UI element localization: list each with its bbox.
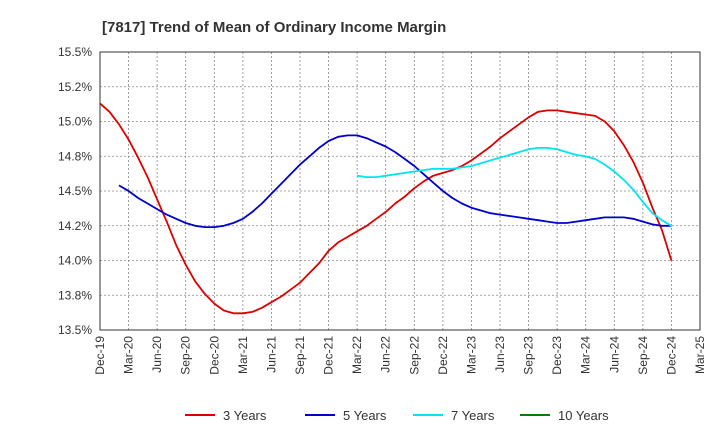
- legend-label: 10 Years: [558, 408, 609, 423]
- y-tick-label: 13.8%: [58, 288, 92, 302]
- x-tick-label: Mar-22: [350, 336, 364, 374]
- x-tick-label: Jun-23: [493, 336, 507, 373]
- x-tick-label: Sep-24: [636, 336, 650, 375]
- x-tick-label: Mar-24: [579, 336, 593, 374]
- series-lines: [99, 102, 673, 315]
- y-axis: 13.5% 13.8% 14.0% 14.2% 14.5% 14.8% 15.0% 15.2%…: [58, 45, 92, 337]
- y-tick-label: 15.5%: [58, 45, 92, 59]
- x-tick-label: Mar-25: [693, 336, 707, 374]
- y-tick-label: 14.8%: [58, 149, 92, 163]
- x-tick-label: Mar-20: [122, 336, 136, 374]
- x-tick-label: Mar-21: [236, 336, 250, 374]
- chart-title: [7817] Trend of Mean of Ordinary Income …: [102, 19, 446, 36]
- x-tick-label: Dec-21: [322, 336, 336, 375]
- x-tick-label: Jun-20: [150, 336, 164, 373]
- y-tick-label: 14.0%: [58, 254, 92, 268]
- x-tick-label: Sep-21: [293, 336, 307, 375]
- x-tick-label: Jun-24: [607, 336, 621, 373]
- x-tick-label: Mar-23: [464, 336, 478, 374]
- series-line-7-years: [356, 147, 672, 227]
- x-tick-label: Sep-23: [522, 336, 536, 375]
- y-tick-label: 15.2%: [58, 80, 92, 94]
- series-line-3-years: [99, 102, 673, 315]
- x-tick-label: Jun-22: [379, 336, 393, 373]
- x-tick-label: Dec-22: [436, 336, 450, 375]
- x-tick-label: Dec-19: [93, 336, 107, 375]
- x-axis: Dec-19 Mar-20 Jun-20 Sep-20 Dec-20 Mar-21 Jun-…: [93, 336, 707, 375]
- y-tick-label: 13.5%: [58, 323, 92, 337]
- legend-label: 5 Years: [343, 408, 387, 423]
- x-tick-label: Sep-20: [179, 336, 193, 375]
- grid: [100, 52, 700, 330]
- legend-label: 7 Years: [451, 408, 495, 423]
- y-tick-label: 14.2%: [58, 219, 92, 233]
- x-tick-label: Sep-22: [407, 336, 421, 375]
- legend: 3 Years 5 Years 7 Years 10 Years: [185, 408, 609, 423]
- x-tick-label: Dec-20: [207, 336, 221, 375]
- legend-label: 3 Years: [223, 408, 267, 423]
- x-tick-label: Jun-21: [264, 336, 278, 373]
- y-tick-label: 15.0%: [58, 115, 92, 129]
- plot-border: [99, 51, 701, 331]
- series-line-5-years: [118, 134, 672, 228]
- y-tick-label: 14.5%: [58, 184, 92, 198]
- x-tick-label: Dec-23: [550, 336, 564, 375]
- x-tick-label: Dec-24: [664, 336, 678, 375]
